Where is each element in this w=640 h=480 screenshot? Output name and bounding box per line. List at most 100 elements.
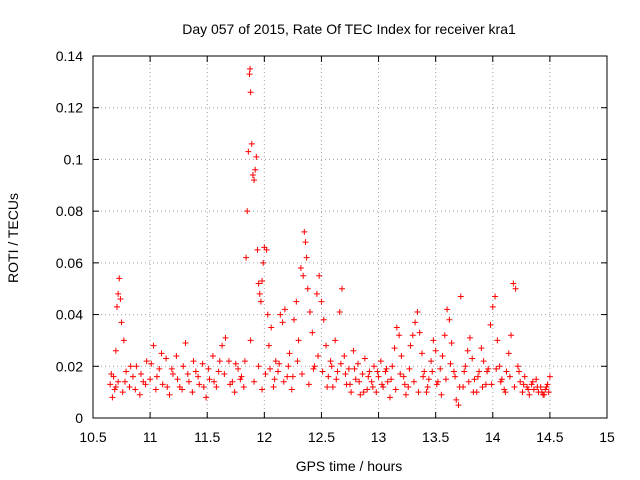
data-point bbox=[444, 306, 451, 313]
data-point bbox=[148, 360, 155, 367]
data-point bbox=[524, 383, 531, 390]
grid-lines bbox=[93, 56, 607, 418]
data-point bbox=[174, 376, 181, 383]
data-point bbox=[196, 381, 203, 388]
data-point bbox=[542, 386, 549, 393]
data-point bbox=[270, 383, 277, 390]
data-point bbox=[369, 383, 376, 390]
data-point bbox=[315, 352, 322, 359]
data-point bbox=[318, 298, 325, 305]
data-point bbox=[498, 376, 505, 383]
data-point bbox=[382, 368, 389, 375]
data-point bbox=[336, 308, 343, 315]
data-point bbox=[259, 386, 266, 393]
data-point bbox=[288, 386, 295, 393]
data-point bbox=[107, 381, 114, 388]
data-point bbox=[260, 259, 267, 266]
data-point bbox=[450, 368, 457, 375]
data-point bbox=[280, 378, 287, 385]
data-point bbox=[113, 303, 120, 310]
data-point bbox=[163, 355, 170, 362]
data-point bbox=[354, 360, 361, 367]
data-point bbox=[402, 391, 409, 398]
data-point bbox=[272, 358, 279, 365]
data-point bbox=[200, 383, 207, 390]
data-point bbox=[173, 352, 180, 359]
data-point bbox=[407, 342, 414, 349]
data-point bbox=[109, 394, 116, 401]
data-point bbox=[391, 345, 398, 352]
data-point bbox=[276, 360, 283, 367]
data-point bbox=[514, 363, 521, 370]
data-point bbox=[112, 347, 119, 354]
data-point bbox=[303, 254, 310, 261]
data-point bbox=[247, 65, 254, 72]
data-point bbox=[424, 383, 431, 390]
data-point bbox=[215, 368, 222, 375]
data-point bbox=[519, 389, 526, 396]
data-point bbox=[418, 350, 425, 357]
data-point bbox=[508, 332, 515, 339]
data-point bbox=[253, 153, 260, 160]
data-point bbox=[219, 342, 226, 349]
data-point bbox=[534, 383, 541, 390]
data-point bbox=[423, 389, 430, 396]
data-point bbox=[352, 376, 359, 383]
data-point bbox=[225, 358, 232, 365]
data-point bbox=[332, 337, 339, 344]
chart-title: Day 057 of 2015, Rate Of TEC Index for r… bbox=[182, 21, 516, 37]
data-point bbox=[189, 389, 196, 396]
data-point bbox=[409, 332, 416, 339]
data-point bbox=[152, 386, 159, 393]
data-point bbox=[133, 363, 140, 370]
data-point bbox=[256, 290, 263, 297]
data-point bbox=[232, 360, 239, 367]
data-point bbox=[206, 376, 213, 383]
data-point bbox=[538, 389, 545, 396]
data-point bbox=[484, 368, 491, 375]
data-point bbox=[384, 378, 391, 385]
data-point bbox=[305, 381, 312, 388]
x-tick-label: 12 bbox=[257, 429, 273, 445]
data-point bbox=[245, 148, 252, 155]
data-point bbox=[428, 358, 435, 365]
data-point bbox=[111, 386, 118, 393]
data-point bbox=[505, 350, 512, 357]
x-tick-label: 11.5 bbox=[194, 429, 220, 445]
data-point bbox=[323, 342, 330, 349]
data-point bbox=[510, 280, 517, 287]
data-point bbox=[494, 337, 501, 344]
data-point bbox=[461, 368, 468, 375]
data-point bbox=[377, 358, 384, 365]
data-point bbox=[501, 386, 508, 393]
data-point bbox=[304, 285, 311, 292]
data-point bbox=[492, 293, 499, 300]
data-point bbox=[180, 363, 187, 370]
data-point bbox=[452, 373, 459, 380]
data-point bbox=[410, 378, 417, 385]
data-point bbox=[415, 389, 422, 396]
data-point bbox=[129, 373, 136, 380]
data-point bbox=[112, 383, 119, 390]
data-point bbox=[357, 391, 364, 398]
data-point bbox=[277, 311, 284, 318]
data-point bbox=[147, 376, 154, 383]
data-point bbox=[205, 365, 212, 372]
data-point bbox=[115, 290, 122, 297]
data-point bbox=[348, 389, 355, 396]
data-point bbox=[257, 298, 264, 305]
data-point bbox=[356, 378, 363, 385]
data-point bbox=[166, 391, 173, 398]
data-point bbox=[383, 365, 390, 372]
data-point bbox=[211, 378, 218, 385]
data-point bbox=[430, 337, 437, 344]
data-point bbox=[123, 368, 130, 375]
x-tick-label: 10.5 bbox=[79, 429, 106, 445]
data-point bbox=[249, 171, 256, 178]
data-point bbox=[388, 376, 395, 383]
data-point bbox=[406, 365, 413, 372]
data-point bbox=[360, 389, 367, 396]
data-point bbox=[254, 246, 261, 253]
data-point bbox=[116, 275, 123, 282]
